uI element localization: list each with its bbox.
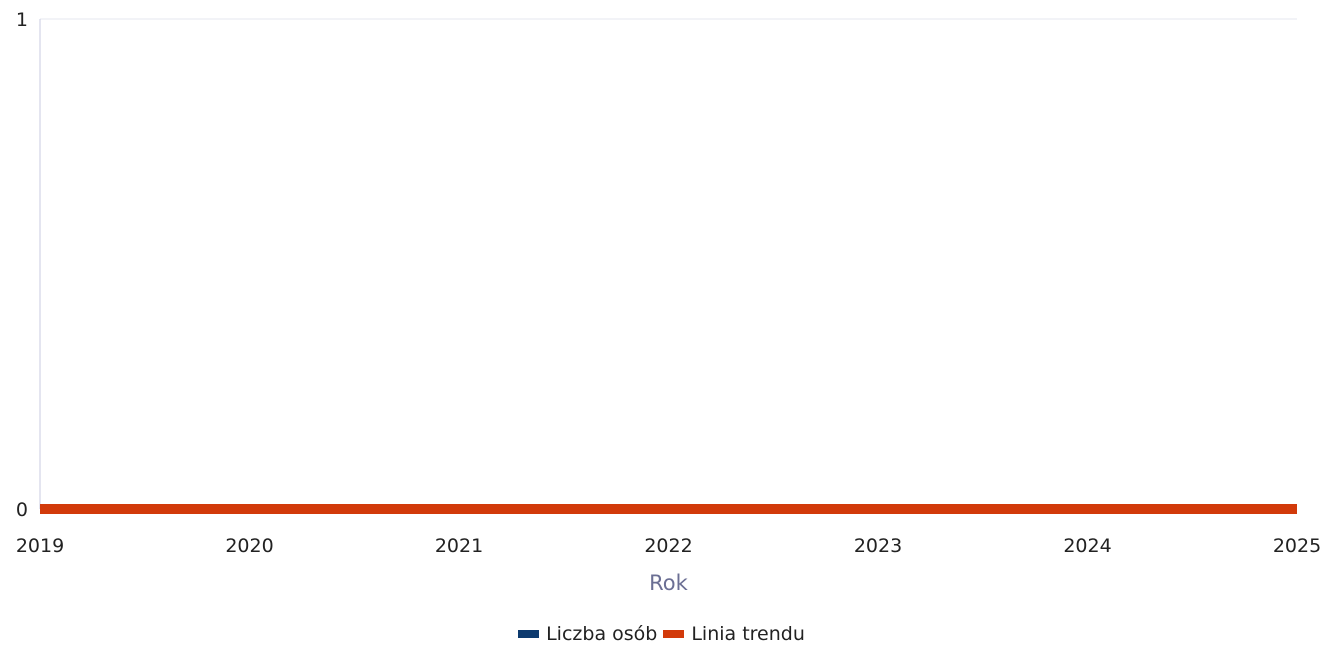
legend: Liczba osób Linia trendu bbox=[0, 620, 1323, 648]
grid-lines bbox=[40, 18, 1297, 510]
legend-item[interactable]: Liczba osób bbox=[518, 623, 657, 645]
legend-swatch bbox=[518, 630, 540, 638]
x-tick-label: 2019 bbox=[16, 535, 64, 557]
x-tick-label: 2022 bbox=[644, 535, 692, 557]
x-tick-label: 2020 bbox=[225, 535, 273, 557]
legend-label: Liczba osób bbox=[546, 623, 658, 645]
x-tick-label: 2023 bbox=[854, 535, 902, 557]
x-axis-ticks: 2019 2020 2021 2022 2023 2024 2025 bbox=[16, 535, 1321, 557]
x-tick-label: 2021 bbox=[435, 535, 483, 557]
legend-item[interactable]: Linia trendu bbox=[663, 623, 805, 645]
legend-swatch bbox=[663, 630, 685, 638]
legend-label: Linia trendu bbox=[691, 623, 805, 645]
y-tick-label: 1 bbox=[16, 9, 28, 31]
x-tick-label: 2024 bbox=[1063, 535, 1111, 557]
x-tick-label: 2025 bbox=[1273, 535, 1321, 557]
y-axis-ticks: 01 bbox=[16, 9, 28, 521]
y-tick-label: 0 bbox=[16, 499, 28, 521]
x-axis-title: Rok bbox=[649, 571, 688, 595]
